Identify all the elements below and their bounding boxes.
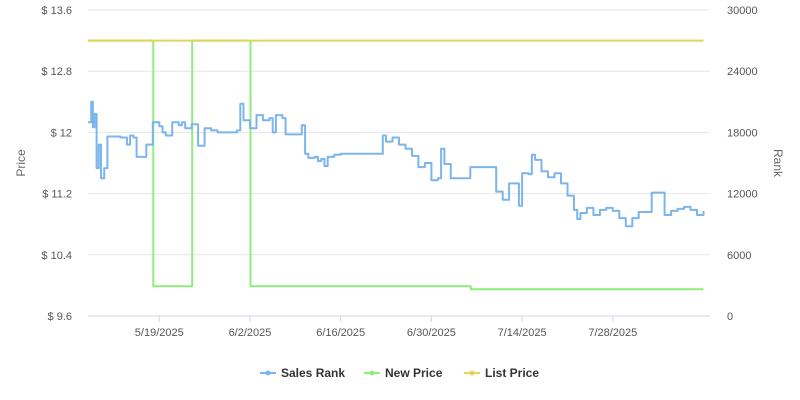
legend-item-list-price[interactable]: List Price <box>464 366 539 380</box>
y-tick-left: $ 12 <box>51 127 72 139</box>
series-line-new-price[interactable] <box>88 39 704 291</box>
legend-marker-sales-rank <box>265 370 271 376</box>
y-tick-right: 18000 <box>727 127 758 139</box>
legend-item-new-price[interactable]: New Price <box>364 366 443 380</box>
legend-item-sales-rank[interactable]: Sales Rank <box>260 366 345 380</box>
x-tick-label: 6/30/2025 <box>407 327 456 339</box>
legend: Sales Rank New Price List Price <box>260 366 539 380</box>
plot-area <box>88 39 705 291</box>
y-tick-left: $ 11.2 <box>42 189 72 201</box>
y-tick-right: 6000 <box>727 250 751 262</box>
grid-lines <box>88 9 710 317</box>
y-tick-left: $ 12.8 <box>41 66 72 78</box>
x-tick-label: 7/28/2025 <box>588 327 637 339</box>
legend-label-new-price: New Price <box>385 366 443 380</box>
series-line-sales-rank[interactable] <box>88 100 705 228</box>
y-tick-right: 30000 <box>727 5 758 17</box>
x-tick-label: 7/14/2025 <box>498 327 547 339</box>
axes: $ 9.6 $ 10.4 $ 11.2 $ 12 $ 12.8 $ 13.6 0 6000 12… <box>41 5 757 339</box>
y-axis-title-right: Rank <box>771 149 785 178</box>
legend-label-sales-rank: Sales Rank <box>281 366 345 380</box>
x-tick-label: 5/19/2025 <box>135 327 184 339</box>
y-tick-right: 12000 <box>727 189 758 201</box>
y-tick-right: 0 <box>727 311 733 323</box>
y-tick-left: $ 10.4 <box>41 250 72 262</box>
y-tick-right: 24000 <box>727 66 758 78</box>
legend-marker-new-price <box>369 370 375 376</box>
x-tick-label: 6/2/2025 <box>229 327 272 339</box>
y-tick-left: $ 13.6 <box>41 5 72 17</box>
legend-marker-list-price <box>469 370 475 376</box>
y-tick-left: $ 9.6 <box>48 311 72 323</box>
legend-label-list-price: List Price <box>485 366 539 380</box>
x-tick-label: 6/16/2025 <box>316 327 365 339</box>
y-axis-title-left: Price <box>14 149 28 177</box>
